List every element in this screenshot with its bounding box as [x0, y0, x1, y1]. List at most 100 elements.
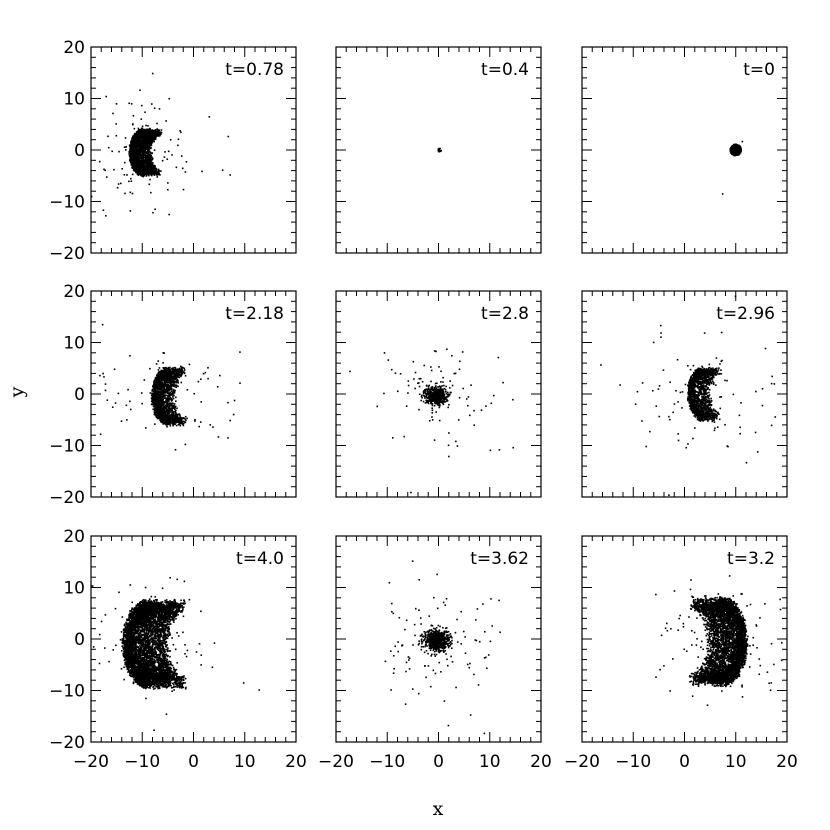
scatter-point [739, 151, 741, 153]
scatter-point [155, 403, 157, 406]
scatter-point [129, 149, 131, 152]
scatter-point [130, 140, 133, 143]
scatter-point [157, 416, 159, 418]
scatter-point [132, 162, 135, 164]
scatter-point [131, 164, 133, 166]
scatter-point [153, 412, 156, 414]
scatter-point [138, 146, 140, 149]
scatter-point [172, 410, 175, 413]
scatter-point [160, 170, 162, 172]
scatter-point [142, 133, 144, 135]
scatter-point [167, 381, 170, 384]
scatter-point [148, 130, 151, 133]
scatter-point [141, 136, 144, 139]
scatter-point [132, 151, 134, 154]
scatter-point [130, 158, 132, 160]
scatter-point [148, 128, 151, 131]
scatter-point [180, 419, 183, 422]
scatter-point [130, 177, 132, 180]
scatter-point [137, 132, 140, 135]
scatter-point [151, 72, 154, 75]
scatter-point [140, 147, 143, 149]
scatter-point [156, 176, 159, 178]
scatter-point [155, 411, 158, 413]
scatter-point [149, 156, 152, 159]
scatter-point [159, 371, 161, 374]
scatter-point [134, 150, 137, 153]
scatter-point [132, 163, 135, 165]
scatter-point [162, 367, 165, 369]
scatter-point [180, 369, 183, 372]
scatter-point [167, 182, 169, 184]
scatter-point [147, 138, 150, 141]
scatter-point [168, 407, 171, 409]
scatter-point [173, 375, 175, 378]
scatter-point [141, 155, 144, 158]
scatter-point [139, 145, 142, 148]
scatter-point [175, 375, 178, 378]
scatter-point [165, 410, 168, 413]
scatter-point [173, 390, 176, 392]
scatter-point [138, 160, 140, 163]
scatter-point [146, 161, 149, 164]
scatter-point [148, 146, 151, 149]
y-tick-label: 0 [74, 141, 85, 161]
scatter-point [146, 142, 148, 144]
scatter-point [144, 167, 146, 170]
scatter-point [136, 131, 138, 133]
scatter-point [132, 150, 135, 153]
scatter-point [140, 150, 142, 153]
scatter-point [133, 170, 136, 172]
scatter-point [161, 414, 163, 417]
scatter-point [154, 171, 156, 174]
scatter-point [736, 150, 738, 152]
scatter-point [172, 370, 175, 372]
scatter-point [142, 175, 145, 177]
scatter-point [153, 168, 156, 171]
scatter-point [134, 159, 136, 161]
scatter-point [143, 142, 145, 145]
scatter-point [171, 414, 173, 417]
scatter-point [142, 131, 144, 134]
scatter-point [129, 191, 132, 194]
y-tick-label: 10 [63, 90, 85, 110]
scatter-point [129, 144, 131, 147]
scatter-point [136, 149, 138, 151]
scatter-point [130, 143, 133, 146]
scatter-point [140, 153, 143, 156]
scatter-point [149, 140, 152, 143]
scatter-point [163, 409, 166, 412]
scatter-point [736, 147, 738, 150]
scatter-point [129, 145, 132, 148]
scatter-point [144, 148, 147, 150]
scatter-point [161, 377, 164, 380]
scatter-point [171, 410, 173, 412]
scatter-point [139, 89, 141, 92]
scatter-point [227, 135, 230, 138]
scatter-point [150, 163, 153, 165]
scatter-point [156, 132, 158, 135]
scatter-point [147, 135, 150, 137]
scatter-point [166, 388, 168, 391]
scatter-point [147, 171, 150, 174]
scatter-point [113, 168, 115, 171]
scatter-point [171, 412, 174, 414]
scatter-point [145, 129, 148, 132]
scatter-point [135, 154, 138, 156]
scatter-point [142, 145, 145, 147]
scatter-point [151, 140, 154, 143]
scatter-point [135, 156, 138, 158]
scatter-point [176, 381, 178, 383]
scatter-point [738, 148, 740, 150]
scatter-point [167, 416, 170, 419]
scatter-point [163, 378, 166, 381]
scatter-point [172, 396, 174, 398]
scatter-point [735, 146, 737, 148]
scatter-point [173, 392, 176, 394]
y-tick-label: −10 [49, 193, 85, 213]
scatter-point [132, 149, 135, 152]
scatter-point [148, 160, 151, 163]
scatter-point [170, 393, 173, 396]
